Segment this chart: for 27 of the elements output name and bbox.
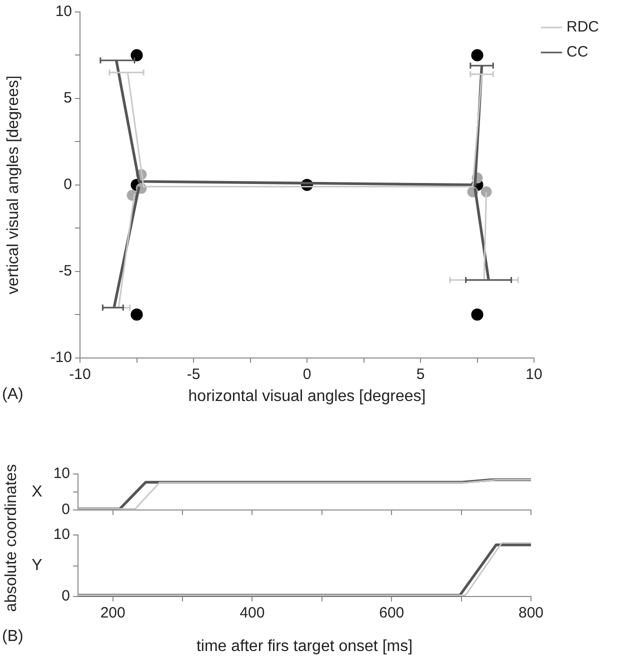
x-tick-label: 800: [518, 604, 544, 622]
x-tick-label: 10: [526, 366, 542, 383]
y-axis-title: X: [32, 483, 43, 500]
legend-label: CC: [566, 44, 588, 61]
y-tick-label: -5: [58, 262, 72, 280]
x-axis-title: time after firs target onset [ms]: [196, 638, 413, 655]
y-tick-label: 0: [64, 176, 72, 194]
y-tick-label: 10: [53, 526, 70, 544]
x-tick-label: 0: [302, 366, 312, 383]
legend-label: RDC: [566, 18, 600, 36]
y-tick-label: 10: [53, 465, 70, 482]
text: (A): [2, 386, 24, 404]
y-tick-label: -10: [50, 348, 72, 366]
y-tick-label: 10: [55, 3, 72, 20]
y-axis-title: vertical visual angles [degrees]: [5, 76, 22, 294]
x-tick-label: 400: [240, 604, 265, 622]
x-tick-label: 600: [379, 604, 404, 622]
x-tick-label: -5: [186, 366, 200, 383]
y-tick-label: 0: [62, 588, 70, 605]
x-tick-label: 5: [416, 366, 425, 383]
x-axis-title: horizontal visual angles [degrees]: [188, 388, 426, 405]
x-tick-label: 200: [100, 604, 126, 622]
y-axis-title: Y: [32, 557, 43, 574]
y-tick-label: 0: [62, 501, 70, 518]
y-tick-label: 5: [64, 90, 72, 107]
text: (B): [2, 628, 24, 646]
text: absolute coordinates: [3, 464, 21, 612]
